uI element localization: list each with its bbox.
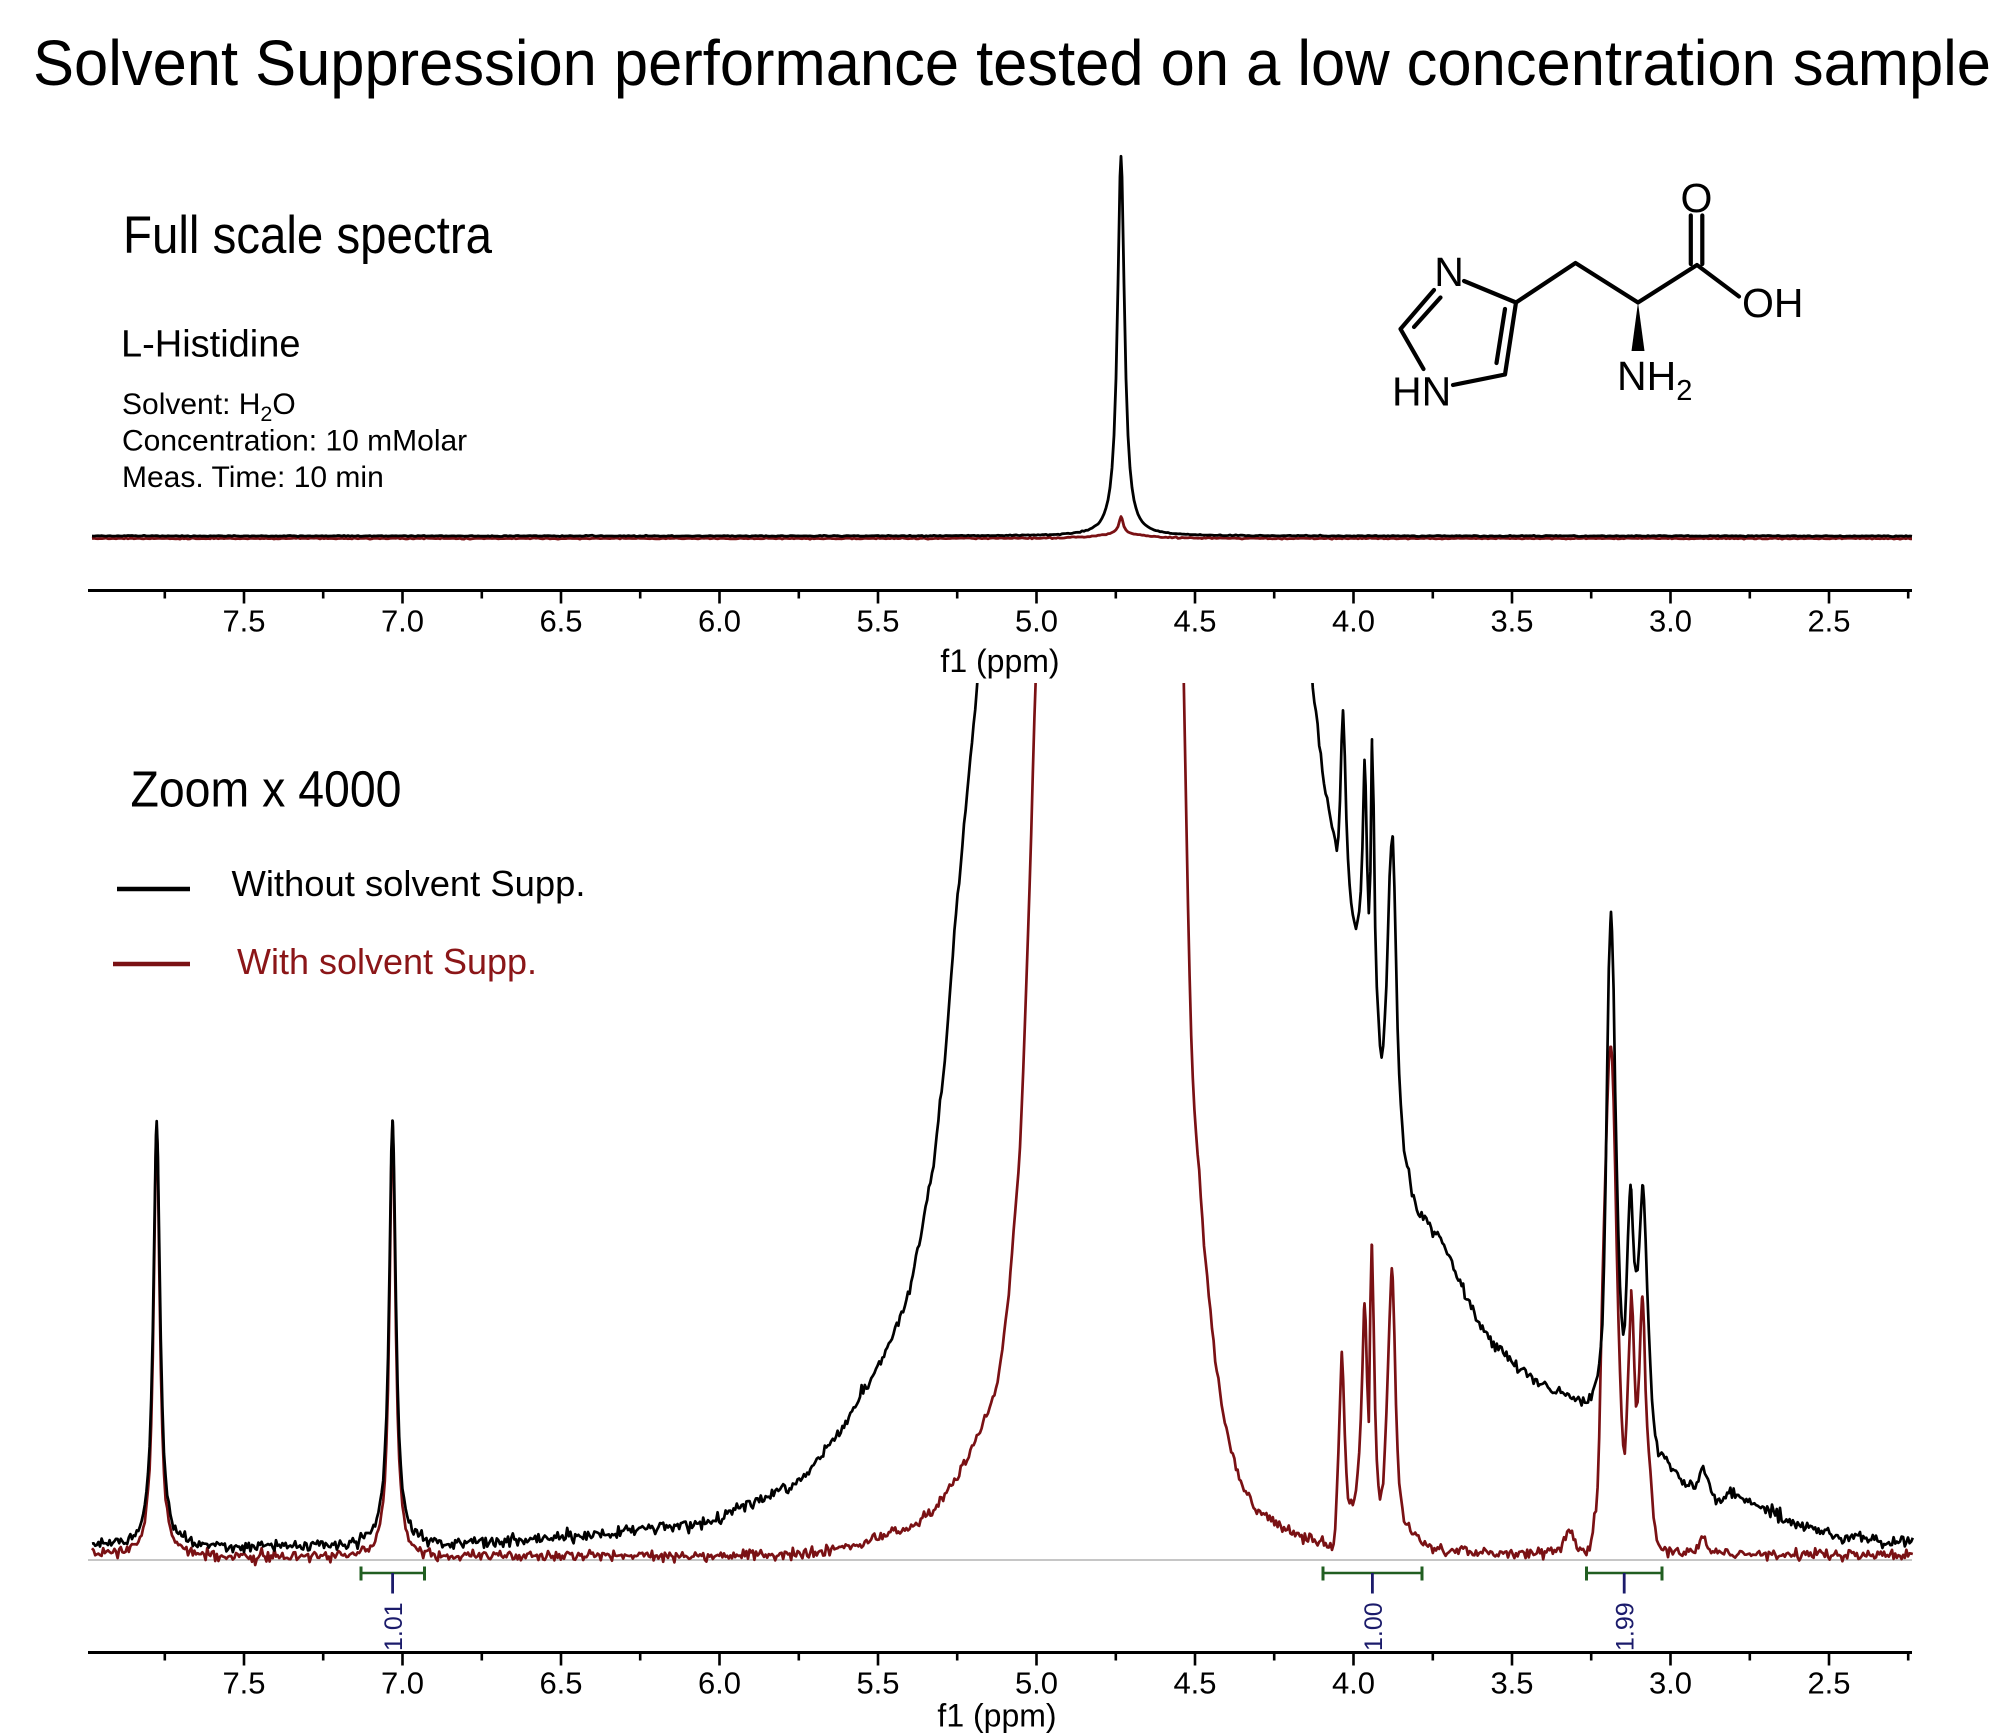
- svg-text:6.5: 6.5: [539, 1665, 582, 1700]
- svg-text:L-Histidine: L-Histidine: [121, 324, 301, 366]
- svg-text:1.00: 1.00: [1360, 1602, 1388, 1651]
- svg-text:3.0: 3.0: [1649, 604, 1692, 639]
- svg-text:7.5: 7.5: [222, 1665, 265, 1700]
- svg-text:3.5: 3.5: [1490, 604, 1533, 639]
- svg-text:1.99: 1.99: [1612, 1602, 1640, 1651]
- svg-text:1.01: 1.01: [380, 1602, 408, 1651]
- svg-text:With solvent Supp.: With solvent Supp.: [237, 941, 537, 982]
- svg-text:Zoom x 4000: Zoom x 4000: [131, 761, 402, 818]
- svg-text:HN: HN: [1392, 369, 1451, 415]
- svg-text:Solvent Suppression performanc: Solvent Suppression performance tested o…: [33, 27, 1991, 99]
- svg-text:5.0: 5.0: [1015, 604, 1058, 639]
- svg-text:4.5: 4.5: [1173, 604, 1216, 639]
- svg-text:O: O: [1681, 175, 1713, 221]
- svg-text:7.0: 7.0: [381, 604, 424, 639]
- svg-text:3.0: 3.0: [1649, 1665, 1692, 1700]
- svg-text:Full scale spectra: Full scale spectra: [123, 206, 492, 265]
- svg-text:2.5: 2.5: [1807, 1665, 1850, 1700]
- svg-text:5.0: 5.0: [1015, 1665, 1058, 1700]
- svg-text:6.5: 6.5: [539, 604, 582, 639]
- svg-text:7.0: 7.0: [381, 1665, 424, 1700]
- svg-text:f1 (ppm): f1 (ppm): [940, 643, 1059, 679]
- svg-text:2.5: 2.5: [1807, 604, 1850, 639]
- svg-text:f1 (ppm): f1 (ppm): [937, 1698, 1056, 1734]
- svg-text:N: N: [1434, 249, 1464, 295]
- svg-text:3.5: 3.5: [1490, 1665, 1533, 1700]
- svg-text:6.0: 6.0: [698, 604, 741, 639]
- svg-text:5.5: 5.5: [856, 1665, 899, 1700]
- svg-text:OH: OH: [1742, 280, 1804, 326]
- svg-text:4.5: 4.5: [1173, 1665, 1216, 1700]
- svg-text:7.5: 7.5: [222, 604, 265, 639]
- svg-text:4.0: 4.0: [1332, 604, 1375, 639]
- svg-text:5.5: 5.5: [856, 604, 899, 639]
- svg-text:Meas. Time: 10 min: Meas. Time: 10 min: [122, 461, 384, 494]
- svg-text:Without solvent Supp.: Without solvent Supp.: [232, 863, 586, 904]
- svg-text:6.0: 6.0: [698, 1665, 741, 1700]
- svg-text:4.0: 4.0: [1332, 1665, 1375, 1700]
- svg-text:Concentration: 10 mMolar: Concentration: 10 mMolar: [122, 425, 467, 458]
